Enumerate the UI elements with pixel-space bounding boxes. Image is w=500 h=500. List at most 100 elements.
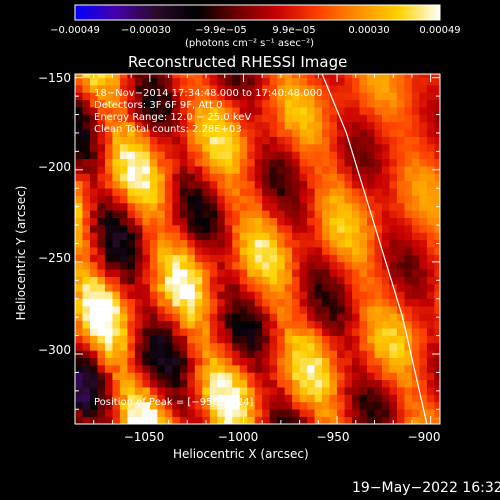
heatmap-cell xyxy=(419,365,428,373)
heatmap-cell xyxy=(344,342,353,351)
heatmap-cell xyxy=(209,144,218,152)
heatmap-cell xyxy=(194,350,203,358)
heatmap-cell xyxy=(292,136,300,145)
heatmap-cell xyxy=(411,284,420,292)
heatmap-cell xyxy=(187,291,196,300)
heatmap-cell xyxy=(359,114,368,123)
heatmap-cell xyxy=(232,254,241,263)
heatmap-cell xyxy=(307,107,315,115)
heatmap-cell xyxy=(134,357,143,366)
heatmap-cell xyxy=(262,129,270,137)
heatmap-cell xyxy=(262,298,270,307)
heatmap-cell xyxy=(434,357,440,366)
heatmap-cell xyxy=(359,129,368,137)
heatmap-cell xyxy=(262,74,270,78)
heatmap-cell xyxy=(352,180,360,189)
heatmap-cell xyxy=(404,74,413,78)
heatmap-cell xyxy=(262,409,270,417)
heatmap-cell xyxy=(179,276,188,285)
heatmap-cell xyxy=(314,276,323,285)
heatmap-cell xyxy=(329,210,338,218)
heatmap-cell xyxy=(247,114,255,123)
heatmap-cell xyxy=(89,261,98,270)
heatmap-cell xyxy=(411,74,420,78)
heatmap-cell xyxy=(404,254,413,263)
heatmap-cell xyxy=(217,306,226,314)
heatmap-cell xyxy=(381,365,390,373)
heatmap-cell xyxy=(112,121,121,130)
heatmap-cell xyxy=(269,269,278,277)
heatmap-cell xyxy=(307,202,315,211)
heatmap-cell xyxy=(127,365,136,373)
heatmap-cell xyxy=(262,276,270,285)
heatmap-cell xyxy=(292,335,300,344)
heatmap-cell xyxy=(89,121,98,130)
heatmap-cell xyxy=(284,409,293,417)
heatmap-cell xyxy=(97,85,106,93)
heatmap-cell xyxy=(247,320,255,329)
heatmap-cell xyxy=(344,202,353,211)
heatmap-cell xyxy=(89,254,98,263)
heatmap-cell xyxy=(232,269,241,277)
heatmap-cell xyxy=(194,284,203,292)
heatmap-cell xyxy=(381,225,390,233)
heatmap-cell xyxy=(194,107,203,115)
heatmap-cell xyxy=(262,247,270,255)
heatmap-cell xyxy=(307,328,315,336)
heatmap-cell xyxy=(119,77,128,86)
heatmap-cell xyxy=(277,180,285,189)
heatmap-cell xyxy=(217,195,226,204)
heatmap-cell xyxy=(262,239,270,248)
heatmap-cell xyxy=(217,173,226,182)
heatmap-cell xyxy=(232,77,241,86)
heatmap-cell xyxy=(367,416,375,424)
heatmap-cell xyxy=(75,306,83,314)
heatmap-cell xyxy=(322,217,330,226)
heatmap-cell xyxy=(247,247,255,255)
heatmap-cell xyxy=(134,136,143,145)
heatmap-cell xyxy=(217,225,226,233)
heatmap-cell xyxy=(239,210,248,218)
heatmap-cell xyxy=(232,409,241,417)
heatmap-cell xyxy=(262,284,270,292)
heatmap-cell xyxy=(396,195,405,204)
heatmap-cell xyxy=(352,350,360,358)
heatmap-cell xyxy=(367,276,375,285)
heatmap-cell xyxy=(307,342,315,351)
heatmap-cell xyxy=(187,409,196,417)
heatmap-cell xyxy=(127,99,136,108)
heatmap-cell xyxy=(112,416,121,424)
heatmap-cell xyxy=(149,409,158,417)
heatmap-cell xyxy=(359,121,368,130)
heatmap-cell xyxy=(329,173,338,182)
heatmap-cell xyxy=(239,357,248,366)
heatmap-cell xyxy=(367,99,375,108)
heatmap-cell xyxy=(269,74,278,78)
heatmap-cell xyxy=(119,195,128,204)
heatmap-cell xyxy=(254,320,263,329)
heatmap-cell xyxy=(97,151,106,160)
heatmap-cell xyxy=(344,217,353,226)
heatmap-cell xyxy=(119,74,128,78)
heatmap-cell xyxy=(337,99,345,108)
heatmap-cell xyxy=(89,151,98,160)
heatmap-cell xyxy=(284,121,293,130)
heatmap-cell xyxy=(299,298,308,307)
heatmap-cell xyxy=(262,151,270,160)
heatmap-cell xyxy=(381,276,390,285)
heatmap-cell xyxy=(411,173,420,182)
heatmap-cell xyxy=(247,372,255,381)
heatmap-cell xyxy=(329,284,338,292)
heatmap-cell xyxy=(104,74,113,78)
heatmap-cell xyxy=(209,320,218,329)
heatmap-cell xyxy=(367,239,375,248)
heatmap-cell xyxy=(337,387,345,395)
heatmap-cell xyxy=(284,401,293,410)
heatmap-cell xyxy=(322,247,330,255)
heatmap-cell xyxy=(209,335,218,344)
heatmap-cell xyxy=(367,342,375,351)
heatmap-cell xyxy=(112,188,121,196)
heatmap-cell xyxy=(344,328,353,336)
heatmap-cell xyxy=(277,254,285,263)
heatmap-cell xyxy=(254,99,263,108)
